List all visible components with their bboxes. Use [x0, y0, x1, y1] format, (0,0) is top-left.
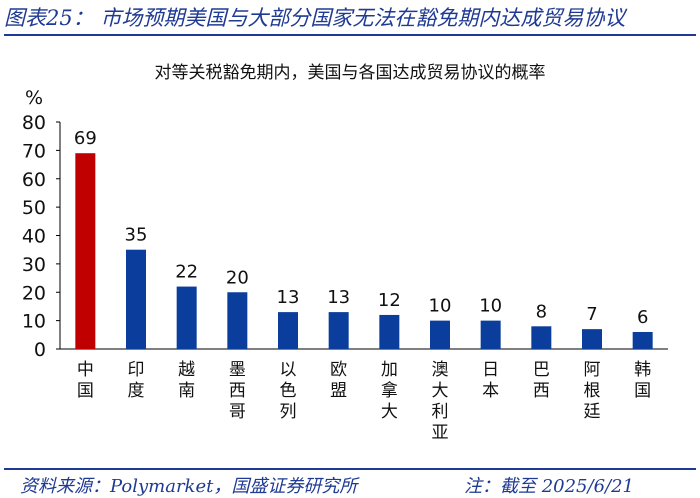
- bar-value-label: 10: [429, 296, 452, 317]
- chart-axes: 0 10 20 30 40 50 60 70 80%: [22, 87, 668, 361]
- x-tick-label-char: 廷: [584, 402, 601, 422]
- bar-value-label: 7: [586, 304, 597, 325]
- bar-value-label: 69: [74, 128, 97, 149]
- x-tick-label-char: 大: [432, 381, 449, 401]
- footer-rule: [4, 468, 696, 470]
- x-tick-label-char: 列: [280, 402, 297, 422]
- x-tick-label-char: 拿: [381, 380, 398, 401]
- y-tick-label: 40: [22, 226, 46, 248]
- bar-value-label: 22: [175, 262, 198, 283]
- bar: [227, 292, 248, 349]
- x-tick-label: 阿根廷: [584, 360, 601, 422]
- x-tick-label: 中国: [77, 360, 94, 401]
- figure-title: 图表25： 市场预期美国与大部分国家无法在豁免期内达成贸易协议: [4, 6, 626, 30]
- x-tick-label: 欧盟: [330, 360, 347, 401]
- x-tick-label-char: 印: [128, 360, 145, 380]
- bar: [632, 331, 653, 349]
- source-note: 资料来源：Polymarket，国盛证券研究所: [20, 476, 358, 497]
- x-tick-label-char: 澳: [432, 360, 449, 380]
- figure-header: 图表25： 市场预期美国与大部分国家无法在豁免期内达成贸易协议: [0, 0, 700, 36]
- x-tick-label-char: 国: [634, 381, 651, 401]
- x-tick-label-char: 西: [533, 381, 550, 401]
- x-tick-label: 印度: [128, 360, 145, 401]
- x-tick-label-char: 本: [482, 381, 499, 401]
- header-rule: [4, 34, 696, 36]
- bar-value-label: 6: [637, 307, 648, 328]
- bar: [480, 320, 501, 349]
- bar: [328, 312, 349, 349]
- y-axis-unit: %: [25, 87, 43, 109]
- bar-value-label: 13: [327, 287, 350, 308]
- y-tick-label: 60: [22, 169, 46, 191]
- x-tick-label: 巴西: [533, 360, 550, 401]
- bar: [176, 286, 197, 349]
- x-tick-label-char: 西: [229, 381, 246, 401]
- date-note: 注：截至 2025/6/21: [463, 476, 634, 497]
- x-tick-label-char: 巴: [533, 360, 550, 380]
- x-tick-label-char: 韩: [634, 360, 651, 380]
- bar: [430, 320, 450, 349]
- x-tick-label-char: 墨: [229, 360, 246, 380]
- x-tick-label-char: 哥: [229, 402, 246, 422]
- y-tick-label: 10: [22, 311, 46, 333]
- bar: [75, 153, 96, 349]
- x-tick-label: 韩国: [634, 360, 651, 401]
- y-tick-label: 80: [22, 112, 46, 134]
- chart-title: 对等关税豁免期内，美国与各国达成贸易协议的概率: [154, 63, 546, 83]
- x-tick-label: 加拿大: [381, 360, 398, 422]
- x-tick-label: 以色列: [280, 360, 297, 422]
- x-tick-label-char: 南: [178, 381, 195, 401]
- x-tick-label-char: 阿: [584, 360, 601, 380]
- x-tick-label: 越南: [178, 360, 195, 401]
- figure-footer: 资料来源：Polymarket，国盛证券研究所 注：截至 2025/6/21: [0, 470, 700, 497]
- x-tick-label-char: 亚: [432, 423, 449, 443]
- bar: [379, 314, 400, 349]
- bar: [582, 329, 602, 349]
- bar-value-label: 8: [536, 301, 547, 322]
- y-tick-label: 30: [22, 254, 46, 276]
- x-tick-label: 日本: [482, 360, 499, 401]
- bar-value-label: 20: [226, 267, 249, 288]
- x-tick-label-char: 国: [77, 381, 94, 401]
- chart-labels: 69中国35印度22越南20墨西哥13以色列13欧盟12加拿大10澳大利亚10日…: [74, 128, 651, 443]
- x-tick-label-char: 欧: [330, 360, 347, 380]
- y-tick-label: 0: [34, 339, 46, 361]
- y-tick-label: 20: [22, 282, 46, 304]
- x-tick-label-char: 以: [280, 360, 297, 380]
- bar: [126, 249, 146, 349]
- bar-value-label: 10: [479, 296, 502, 317]
- x-tick-label-char: 大: [381, 402, 398, 422]
- y-tick-label: 70: [22, 140, 46, 162]
- x-tick-label-char: 日: [482, 360, 499, 380]
- bar: [278, 312, 298, 349]
- bar-value-label: 13: [277, 287, 300, 308]
- x-tick-label-char: 加: [381, 360, 398, 380]
- x-tick-label-char: 根: [584, 381, 601, 401]
- x-tick-label-char: 越: [178, 360, 195, 380]
- x-tick-label-char: 度: [128, 381, 145, 401]
- bar-value-label: 35: [125, 225, 148, 246]
- y-tick-label: 50: [22, 197, 46, 219]
- bar-value-label: 12: [378, 290, 401, 311]
- x-tick-label: 墨西哥: [229, 360, 246, 422]
- x-tick-label-char: 色: [280, 381, 297, 401]
- bar: [531, 326, 552, 349]
- x-tick-label-char: 利: [432, 402, 449, 422]
- chart-bars: [75, 153, 653, 349]
- x-tick-label-char: 盟: [330, 381, 347, 401]
- x-tick-label-char: 中: [77, 360, 94, 380]
